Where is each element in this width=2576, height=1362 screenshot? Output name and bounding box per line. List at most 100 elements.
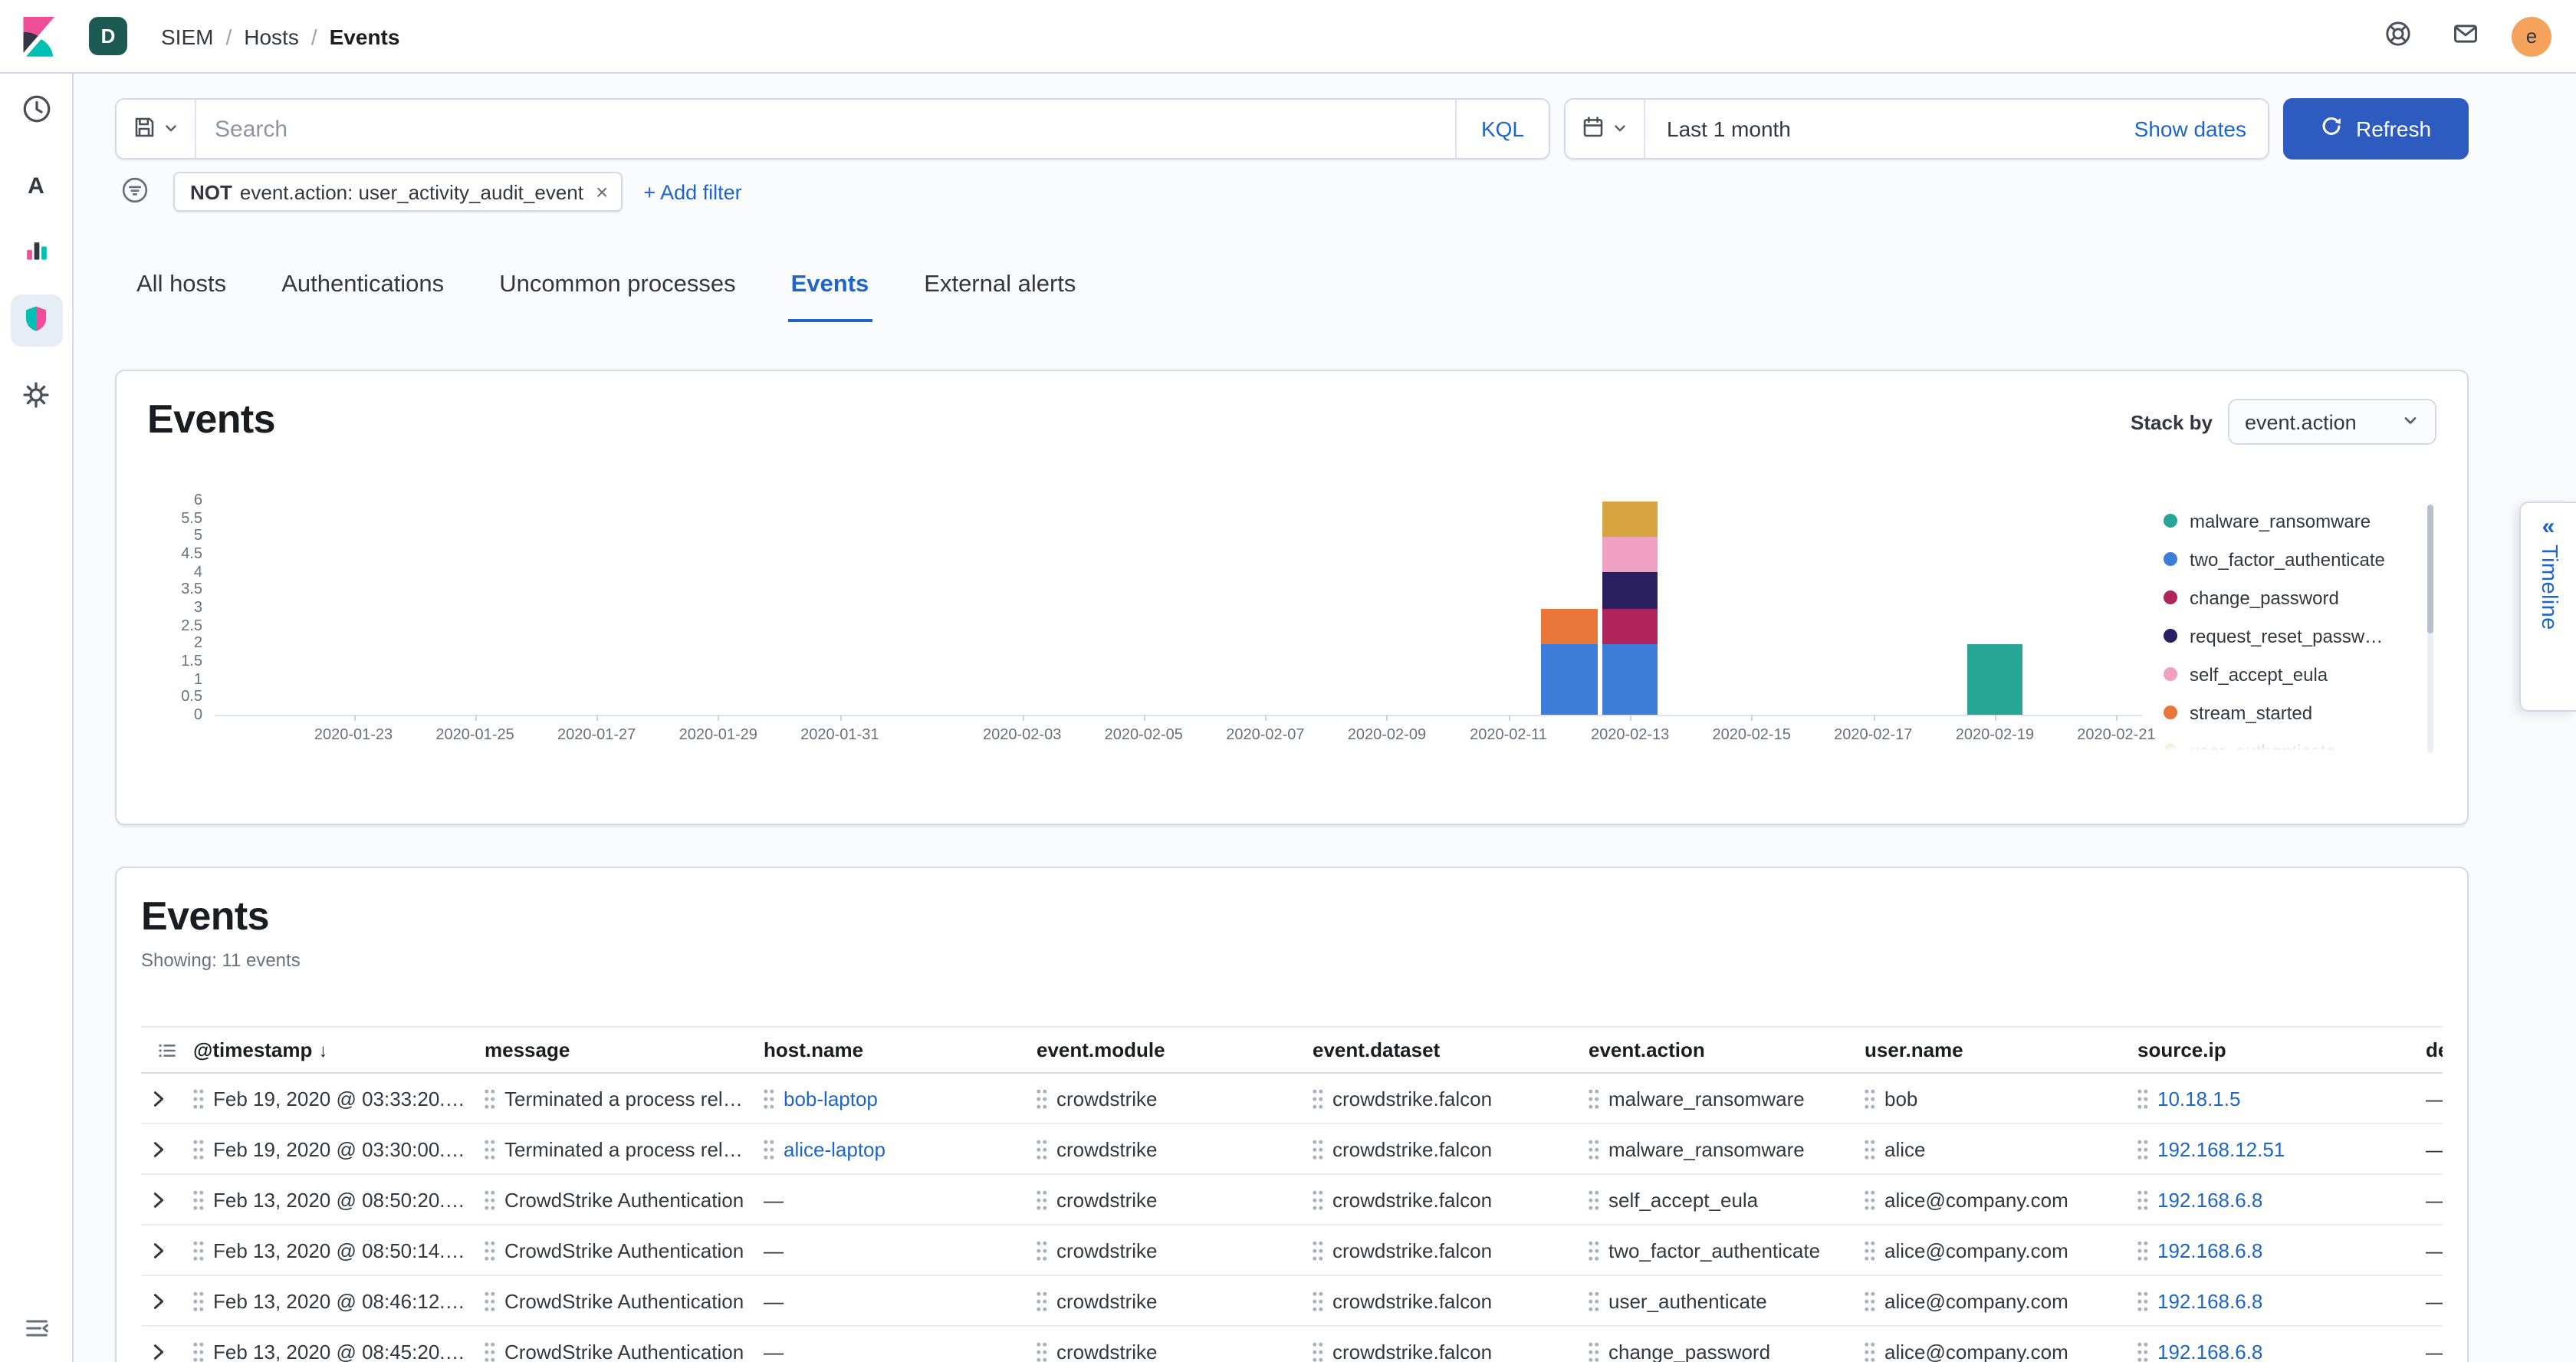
column-header-event-module[interactable]: event.module bbox=[1037, 1038, 1313, 1061]
stack-by-select[interactable]: event.action bbox=[2228, 399, 2436, 445]
drag-handle-icon[interactable] bbox=[485, 1189, 495, 1209]
legend-item-request_reset_password[interactable]: request_reset_password bbox=[2164, 617, 2436, 655]
drag-handle-icon[interactable] bbox=[1037, 1240, 1047, 1260]
tab-events[interactable]: Events bbox=[787, 259, 872, 322]
collapse-nav-button[interactable] bbox=[22, 1314, 50, 1347]
legend-scrollbar[interactable] bbox=[2427, 505, 2433, 753]
refresh-button[interactable]: Refresh bbox=[2283, 98, 2469, 160]
drag-handle-icon[interactable] bbox=[764, 1139, 774, 1159]
drag-handle-icon[interactable] bbox=[1589, 1291, 1599, 1311]
drag-handle-icon[interactable] bbox=[1037, 1139, 1047, 1159]
drag-handle-icon[interactable] bbox=[1037, 1291, 1047, 1311]
filter-pill[interactable]: NOT event.action: user_activity_audit_ev… bbox=[173, 172, 623, 212]
drag-handle-icon[interactable] bbox=[2137, 1139, 2148, 1159]
drag-handle-icon[interactable] bbox=[1037, 1189, 1047, 1209]
remove-filter-icon[interactable]: × bbox=[583, 181, 608, 202]
row-expand-button[interactable] bbox=[141, 1189, 193, 1209]
columns-icon[interactable] bbox=[141, 1039, 193, 1061]
user-avatar[interactable]: e bbox=[2512, 16, 2551, 56]
column-header-message[interactable]: message bbox=[485, 1038, 764, 1061]
drag-handle-icon[interactable] bbox=[2137, 1291, 2148, 1311]
tab-authentications[interactable]: Authentications bbox=[281, 271, 445, 298]
drag-handle-icon[interactable] bbox=[1589, 1341, 1599, 1361]
field-value-link[interactable]: alice-laptop bbox=[784, 1137, 886, 1160]
drag-handle-icon[interactable] bbox=[1313, 1088, 1323, 1108]
drag-handle-icon[interactable] bbox=[1313, 1139, 1323, 1159]
column-header-event-dataset[interactable]: event.dataset bbox=[1313, 1038, 1589, 1061]
space-selector[interactable]: D bbox=[89, 17, 127, 55]
drag-handle-icon[interactable] bbox=[485, 1240, 495, 1260]
nav-app-a[interactable]: A bbox=[10, 160, 62, 212]
drag-handle-icon[interactable] bbox=[193, 1240, 204, 1260]
recently-viewed-button[interactable] bbox=[10, 86, 62, 138]
row-expand-button[interactable] bbox=[141, 1341, 193, 1361]
column-header-destination-ip[interactable]: destination.ip bbox=[2426, 1038, 2443, 1061]
breadcrumb-item[interactable]: SIEM bbox=[161, 24, 214, 48]
drag-handle-icon[interactable] bbox=[485, 1341, 495, 1361]
field-value-link[interactable]: 192.168.12.51 bbox=[2157, 1137, 2285, 1160]
drag-handle-icon[interactable] bbox=[193, 1088, 204, 1108]
field-value-link[interactable]: 192.168.6.8 bbox=[2157, 1239, 2263, 1262]
row-expand-button[interactable] bbox=[141, 1139, 193, 1159]
drag-handle-icon[interactable] bbox=[1313, 1291, 1323, 1311]
saved-query-button[interactable] bbox=[117, 100, 196, 158]
field-value-link[interactable]: 10.18.1.5 bbox=[2157, 1087, 2241, 1110]
legend-item-two_factor_authenticate[interactable]: two_factor_authenticate bbox=[2164, 540, 2436, 578]
column-header-event-action[interactable]: event.action bbox=[1589, 1038, 1865, 1061]
drag-handle-icon[interactable] bbox=[193, 1341, 204, 1361]
drag-handle-icon[interactable] bbox=[2137, 1189, 2148, 1209]
chart-bar-2020-02-12[interactable] bbox=[1541, 502, 1598, 715]
newsfeed-button[interactable] bbox=[2444, 15, 2487, 58]
nav-analytics[interactable] bbox=[10, 227, 62, 279]
field-value-link[interactable]: bob-laptop bbox=[784, 1087, 878, 1110]
field-value-link[interactable]: 192.168.6.8 bbox=[2157, 1289, 2263, 1312]
tab-uncommon-processes[interactable]: Uncommon processes bbox=[499, 271, 736, 298]
drag-handle-icon[interactable] bbox=[1589, 1088, 1599, 1108]
legend-item-stream_started[interactable]: stream_started bbox=[2164, 693, 2436, 732]
tab-external-alerts[interactable]: External alerts bbox=[924, 271, 1076, 298]
row-expand-button[interactable] bbox=[141, 1291, 193, 1311]
drag-handle-icon[interactable] bbox=[2137, 1341, 2148, 1361]
query-language-button[interactable]: KQL bbox=[1454, 100, 1549, 158]
column-header-source-ip[interactable]: source.ip bbox=[2137, 1038, 2426, 1061]
drag-handle-icon[interactable] bbox=[485, 1291, 495, 1311]
legend-scroll-thumb[interactable] bbox=[2427, 505, 2433, 633]
drag-handle-icon[interactable] bbox=[193, 1139, 204, 1159]
column-header-host-name[interactable]: host.name bbox=[764, 1038, 1037, 1061]
row-expand-button[interactable] bbox=[141, 1240, 193, 1260]
drag-handle-icon[interactable] bbox=[1865, 1291, 1875, 1311]
breadcrumb-item[interactable]: Hosts bbox=[244, 24, 299, 48]
help-button[interactable] bbox=[2377, 15, 2420, 58]
kibana-logo[interactable] bbox=[18, 16, 58, 56]
nav-management[interactable] bbox=[10, 371, 62, 423]
drag-handle-icon[interactable] bbox=[1313, 1341, 1323, 1361]
drag-handle-icon[interactable] bbox=[1865, 1341, 1875, 1361]
drag-handle-icon[interactable] bbox=[764, 1088, 774, 1108]
column-header--timestamp[interactable]: @timestamp ↓ bbox=[193, 1038, 485, 1061]
drag-handle-icon[interactable] bbox=[1865, 1240, 1875, 1260]
drag-handle-icon[interactable] bbox=[1037, 1341, 1047, 1361]
tab-all-hosts[interactable]: All hosts bbox=[136, 271, 227, 298]
legend-item-change_password[interactable]: change_password bbox=[2164, 578, 2436, 617]
drag-handle-icon[interactable] bbox=[193, 1189, 204, 1209]
field-value-link[interactable]: 192.168.6.8 bbox=[2157, 1188, 2263, 1211]
drag-handle-icon[interactable] bbox=[1589, 1240, 1599, 1260]
drag-handle-icon[interactable] bbox=[1037, 1088, 1047, 1108]
drag-handle-icon[interactable] bbox=[1589, 1189, 1599, 1209]
time-range-value[interactable]: Last 1 month bbox=[1667, 117, 1791, 141]
drag-handle-icon[interactable] bbox=[1313, 1189, 1323, 1209]
column-header-user-name[interactable]: user.name bbox=[1865, 1038, 2137, 1061]
show-dates-button[interactable]: Show dates bbox=[2113, 117, 2268, 141]
chart-bar-2020-02-19[interactable] bbox=[1967, 502, 2023, 715]
date-quick-select-button[interactable] bbox=[1566, 100, 1645, 158]
timeline-flyout-button[interactable]: « Timeline bbox=[2519, 502, 2576, 712]
field-value-link[interactable]: 192.168.6.8 bbox=[2157, 1340, 2263, 1362]
filter-options-button[interactable] bbox=[115, 172, 155, 212]
drag-handle-icon[interactable] bbox=[1313, 1240, 1323, 1260]
nav-siem[interactable] bbox=[10, 294, 62, 347]
drag-handle-icon[interactable] bbox=[193, 1291, 204, 1311]
legend-item-malware_ransomware[interactable]: malware_ransomware bbox=[2164, 502, 2436, 540]
drag-handle-icon[interactable] bbox=[1865, 1189, 1875, 1209]
drag-handle-icon[interactable] bbox=[2137, 1240, 2148, 1260]
legend-item-self_accept_eula[interactable]: self_accept_eula bbox=[2164, 655, 2436, 693]
